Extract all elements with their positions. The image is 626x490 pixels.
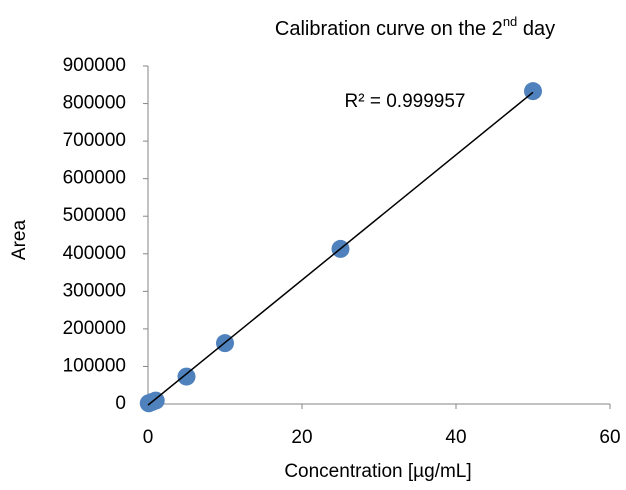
x-tick-label: 0 <box>143 427 154 448</box>
y-tick-label: 300000 <box>63 280 126 301</box>
y-tick-label: 700000 <box>63 130 126 151</box>
y-tick-label: 900000 <box>63 55 126 76</box>
x-tick-label: 60 <box>599 427 620 448</box>
y-tick-label: 800000 <box>63 93 126 114</box>
x-axis-label: Concentration [µg/mL] <box>284 461 471 482</box>
x-tick-label: 20 <box>291 427 312 448</box>
annotation: R² = 0.999957 <box>345 91 466 112</box>
y-axis-label: Area <box>9 220 30 261</box>
y-tick-label: 0 <box>115 393 126 414</box>
point <box>177 367 196 386</box>
title-part: Calibration curve on the 2 <box>275 18 503 40</box>
chart-title: Calibration curve on the 2nd day <box>275 14 555 40</box>
x-tick-label: 40 <box>445 427 466 448</box>
y-tick-label: 500000 <box>63 205 126 226</box>
trendline <box>147 91 534 406</box>
y-tick-label: 400000 <box>63 243 126 264</box>
title-part: day <box>517 18 555 40</box>
y-tick-label: 200000 <box>63 318 126 339</box>
y-tick-label: 600000 <box>63 168 126 189</box>
y-tick-label: 100000 <box>63 355 126 376</box>
title-sup: nd <box>503 14 517 29</box>
